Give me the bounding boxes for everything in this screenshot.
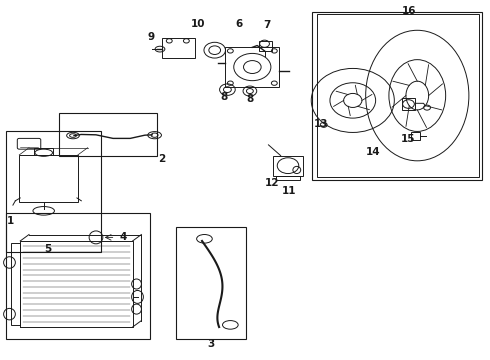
Text: 9: 9 xyxy=(147,32,155,41)
Text: 1: 1 xyxy=(7,216,14,226)
Text: 8: 8 xyxy=(220,92,227,102)
Bar xyxy=(5,213,150,338)
Bar xyxy=(59,113,157,156)
Bar xyxy=(175,227,246,338)
Bar xyxy=(162,39,195,58)
Bar xyxy=(273,156,303,176)
Text: 15: 15 xyxy=(400,134,415,144)
Text: 10: 10 xyxy=(190,19,205,29)
Text: 13: 13 xyxy=(314,119,328,129)
Text: 14: 14 xyxy=(366,147,380,157)
Bar xyxy=(318,14,479,177)
Text: 16: 16 xyxy=(401,6,416,17)
Text: 2: 2 xyxy=(158,154,166,164)
Text: 11: 11 xyxy=(282,186,296,197)
Text: 7: 7 xyxy=(263,20,270,30)
Text: 3: 3 xyxy=(207,339,215,349)
Bar xyxy=(313,12,483,180)
Bar xyxy=(11,243,20,325)
Bar xyxy=(225,47,279,87)
Bar xyxy=(402,98,416,111)
Bar xyxy=(34,148,53,155)
Bar xyxy=(5,131,101,252)
Bar xyxy=(19,155,78,202)
Bar xyxy=(259,41,272,51)
Text: 12: 12 xyxy=(265,178,280,188)
Bar xyxy=(276,176,300,180)
Text: 6: 6 xyxy=(236,19,243,29)
Bar xyxy=(412,132,420,140)
Text: 8: 8 xyxy=(246,94,253,104)
Text: 5: 5 xyxy=(45,244,52,254)
Text: 4: 4 xyxy=(119,232,126,242)
